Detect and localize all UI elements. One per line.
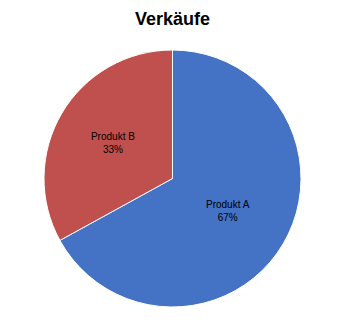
svg-text:Produkt A67%: Produkt A67% bbox=[206, 199, 250, 223]
svg-text:Verkäufe: Verkäufe bbox=[135, 9, 210, 29]
svg-text:Produkt B33%: Produkt B33% bbox=[91, 131, 135, 155]
